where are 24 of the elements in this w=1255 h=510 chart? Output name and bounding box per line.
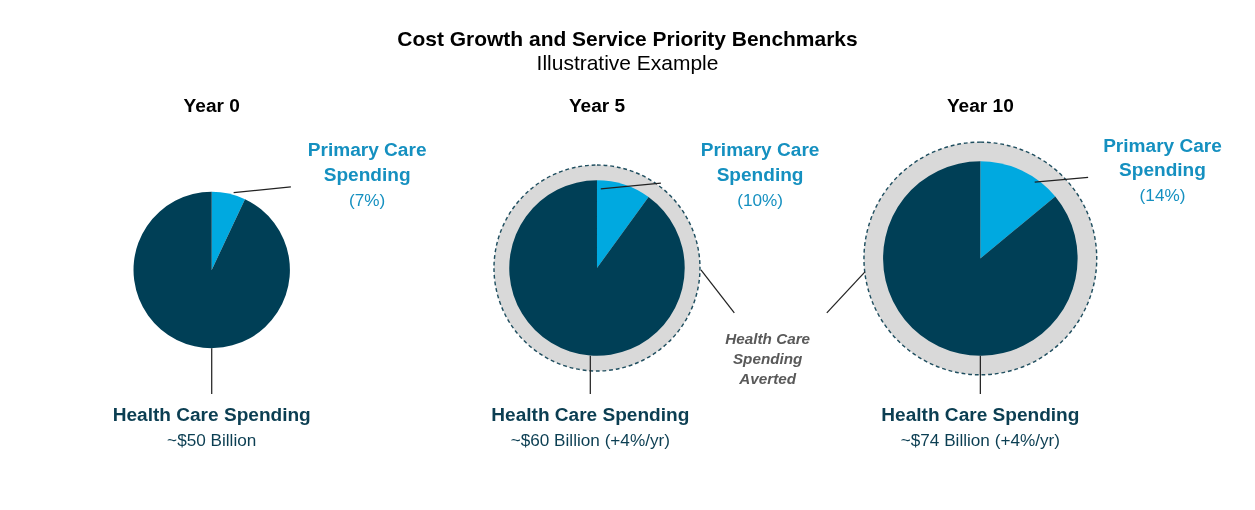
- text: Health Care Spending Averted: [725, 330, 811, 387]
- data-label: (7%): [349, 190, 386, 211]
- pie-slice: [133, 191, 290, 349]
- slice-label: Primary Care Spending: [700, 139, 820, 186]
- pie-slice: [211, 191, 246, 270]
- pie-slice: [980, 161, 1056, 259]
- text: Cost Growth and Service Priority Benchmarks: [397, 26, 858, 50]
- text: ~$50 Billion: [167, 430, 257, 451]
- pie-slice: [509, 180, 685, 356]
- data-label: (10%): [737, 190, 783, 211]
- slice-label: Health Care Spending: [491, 403, 690, 425]
- chart-title: Year 5: [568, 94, 626, 116]
- text: ~$60 Billion (+4%/yr): [510, 430, 670, 451]
- chart-title: Year 10: [946, 94, 1014, 116]
- slice-label: Health Care Spending: [881, 403, 1080, 425]
- text: ~$74 Billion (+4%/yr): [900, 430, 1060, 451]
- pie-slice: [596, 180, 649, 269]
- data-label: (14%): [1139, 185, 1186, 206]
- text: Illustrative Example: [536, 50, 719, 74]
- slice-label: Health Care Spending: [112, 403, 311, 425]
- slice-label: Primary Care Spending: [1103, 134, 1222, 181]
- chart-title: Year 0: [183, 94, 240, 116]
- pie-slice: [883, 161, 1078, 356]
- slice-label: Primary Care Spending: [307, 139, 427, 186]
